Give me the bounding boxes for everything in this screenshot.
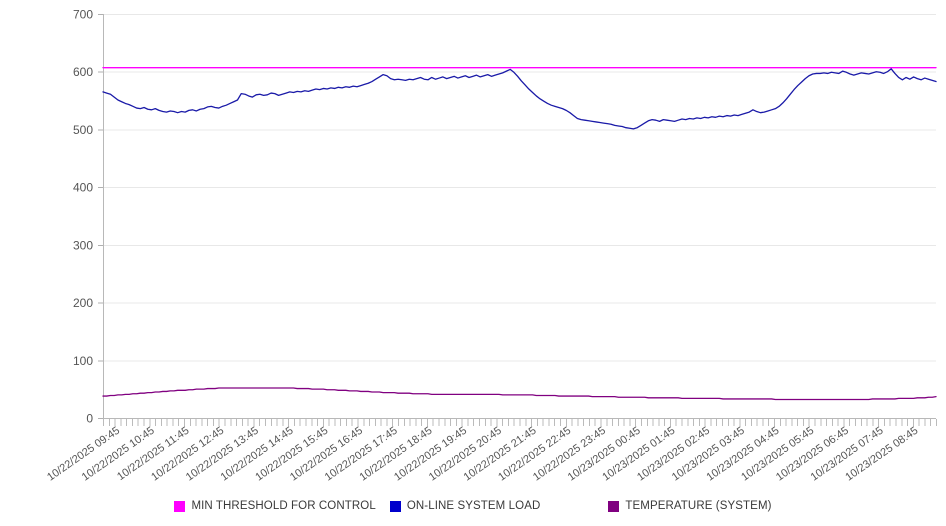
legend-item-temperature-system[interactable]: TEMPERATURE (SYSTEM)	[608, 500, 771, 512]
y-tick-label: 400	[73, 181, 93, 195]
legend-label-online-system-load: ON-LINE SYSTEM LOAD	[406, 500, 541, 512]
series-line-1	[102, 68, 937, 130]
chart-legend: MIN THRESHOLD FOR CONTROL ON-LINE SYSTEM…	[0, 494, 946, 518]
legend-label-temperature-system: TEMPERATURE (SYSTEM)	[625, 500, 772, 512]
legend-label-min-threshold: MIN THRESHOLD FOR CONTROL	[191, 500, 376, 512]
legend-item-min-threshold[interactable]: MIN THRESHOLD FOR CONTROL	[174, 500, 376, 512]
y-tick-label: 100	[73, 354, 93, 368]
legend-swatch-online-system-load	[389, 500, 401, 512]
legend-item-online-system-load[interactable]: ON-LINE SYSTEM LOAD	[389, 500, 541, 512]
y-tick-label: 300	[73, 238, 93, 252]
legend-swatch-min-threshold	[174, 500, 186, 512]
y-tick-label: 0	[86, 412, 93, 426]
y-tick-label: 600	[73, 65, 93, 79]
series-line-2	[102, 387, 937, 401]
y-tick-label: 200	[73, 296, 93, 310]
legend-swatch-temperature-system	[608, 500, 620, 512]
y-tick-label: 500	[73, 123, 93, 137]
y-tick-label: 700	[73, 8, 93, 22]
